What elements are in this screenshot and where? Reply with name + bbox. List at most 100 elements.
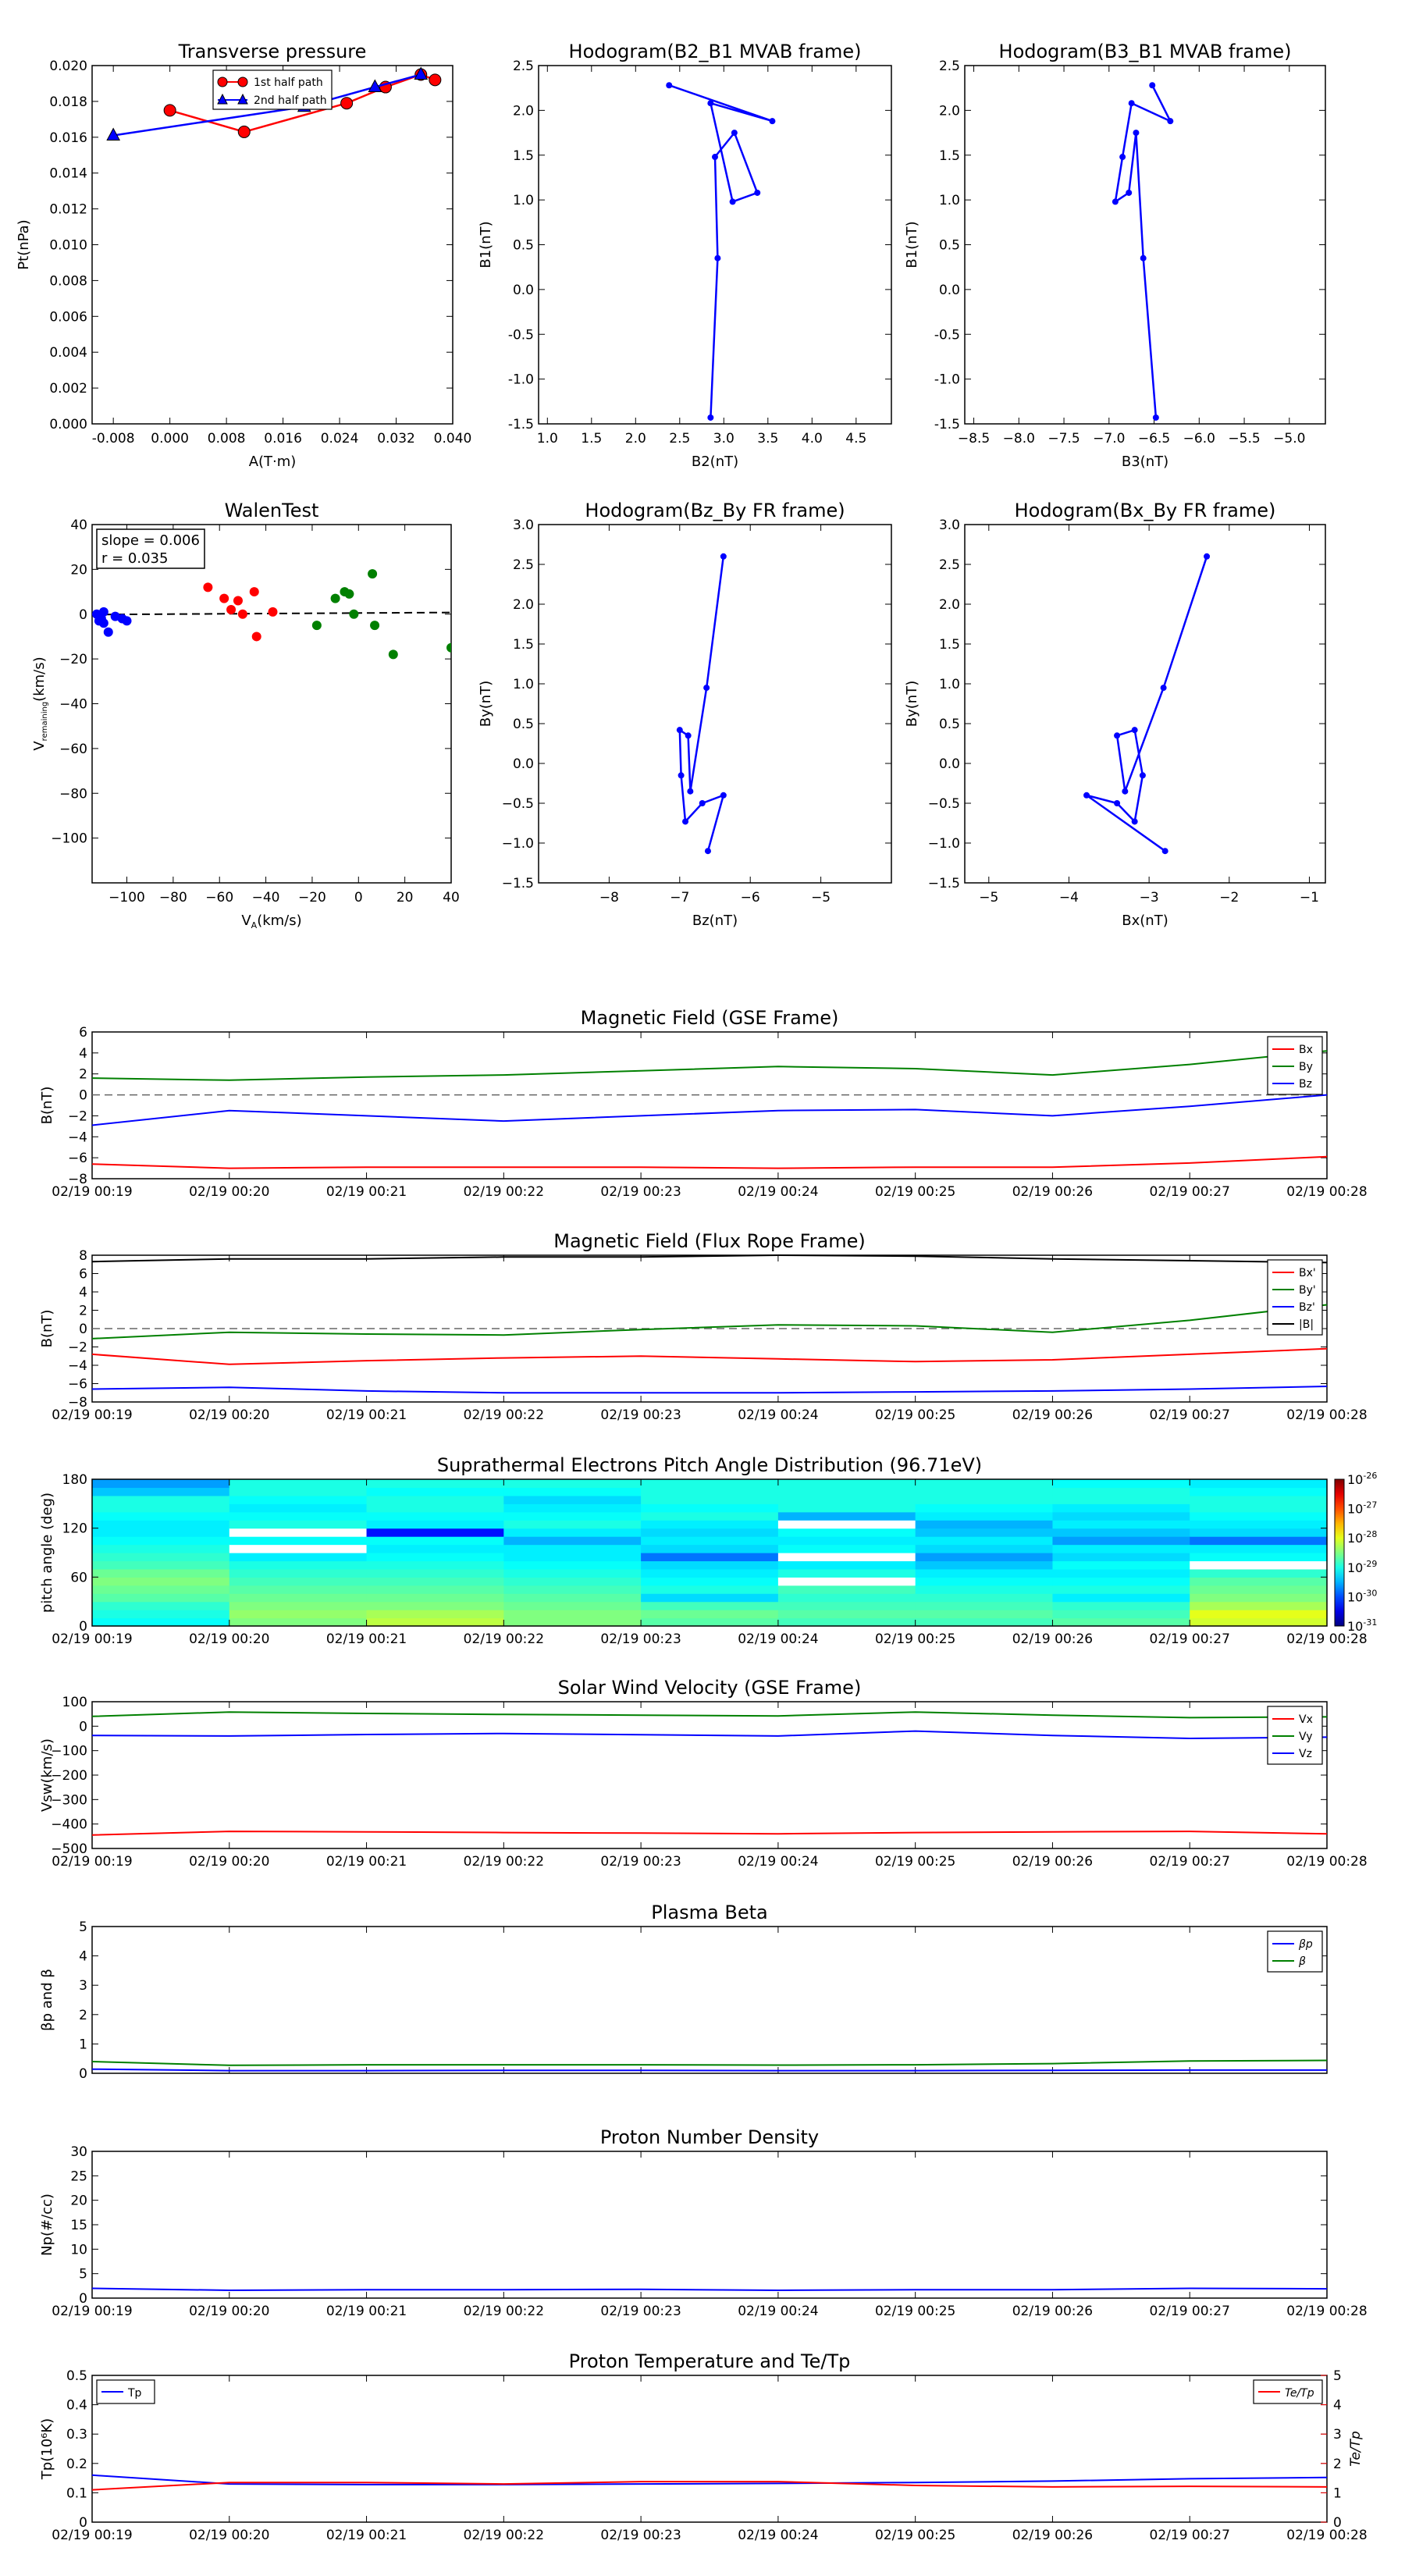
legend-box [212,69,333,110]
heatmap-cell [92,1568,230,1578]
data-point [1128,100,1135,107]
y-axis-label: Tp(10⁶K) [39,2418,55,2480]
data-point [731,130,738,137]
x-tick-label: 02/19 00:28 [1286,2528,1367,2543]
y-tick-label: 0.5 [66,2368,87,2384]
heatmap-cell [1052,1528,1190,1537]
legend-marker [237,93,248,105]
x-axis-label: Bx(nT) [1122,913,1168,929]
data-point [226,605,237,615]
legend-label: |B| [1299,1318,1314,1331]
heatmap-cell [229,1610,368,1619]
series-line [91,1050,1328,1081]
y-tick-label: -1.5 [934,417,960,432]
heatmap-cell [92,1560,230,1570]
heatmap-cell [503,1487,642,1496]
data-point [1167,118,1174,125]
y-axis-label-main: V [31,741,48,751]
heatmap-cell [1052,1617,1190,1627]
y-tick-label: 20 [70,2194,87,2209]
colorbar-label-base: 10 [1347,1531,1363,1546]
y-axis-label-unit: (km/s) [31,656,48,701]
heatmap-cell [1190,1577,1328,1586]
legend-label: Tp [127,2387,142,2400]
heatmap-cell [366,1511,504,1521]
hodogram-bx-by-chart: Hodogram(Bx_By FR frame) −1.5 −1.0 −0.5 0.0 0… [904,500,1326,929]
legend-label: Bx [1299,1044,1313,1056]
y-tick-label: 30 [70,2144,87,2160]
legend-label: By [1299,1061,1313,1073]
x-tick-label: 02/19 00:19 [52,1631,132,1647]
annotation-text: r = 0.035 [101,550,168,567]
heatmap-cell [503,1560,642,1570]
heatmap-cell [1052,1610,1190,1619]
heatmap-cell [366,1479,504,1489]
chart-title: Proton Number Density [600,2126,819,2148]
y-tick-label: 0.0 [939,756,960,772]
y-tick-label: −200 [51,1768,87,1784]
heatmap-cell [366,1520,504,1529]
data-point [707,414,714,421]
heatmap-cell [777,1577,916,1586]
heatmap-cell [229,1520,368,1529]
heatmap-cell [366,1536,504,1546]
x-tick-label: 0.040 [434,431,472,447]
data-point [1204,553,1211,560]
y-tick-label: -1.0 [508,372,534,388]
y-tick-label: 0 [79,1619,87,1635]
y-tick-label: 2.5 [939,557,960,573]
x-tick-label: −6.0 [1183,431,1215,447]
plot-frame [91,1926,1328,2074]
hodogram-b3-b1-chart: Hodogram(B3_B1 MVAB frame) -1.5 -1.0 -0.5 0.… [904,41,1326,470]
y-tick-label: −100 [51,831,87,847]
heatmap-cell [503,1479,642,1489]
colorbar-label: 10-30 [1347,1588,1377,1604]
y-tick-label: 1.5 [939,148,960,164]
data-point [340,97,354,110]
x-tick-label: 02/19 00:22 [464,2528,544,2543]
y-tick-label: −60 [59,742,87,757]
y-tick-label: 0 [79,1322,87,1337]
pitch-angle-distribution-chart: Suprathermal Electrons Pitch Angle Distr… [39,1454,1377,1647]
heatmap-cell [915,1544,1054,1553]
heatmap-cell [1052,1479,1190,1489]
heatmap-cell [503,1585,642,1594]
y-tick-label: 4 [1333,2398,1342,2414]
x-tick-label: −5 [979,890,998,906]
heatmap-cell [366,1617,504,1627]
y-tick-label: 1 [79,2037,87,2052]
x-tick-label: 02/19 00:23 [600,2304,681,2319]
data-point [370,621,380,631]
y-axis-label: Np(#/cc) [39,2194,55,2256]
y-tick-label: 0.020 [49,59,87,74]
heatmap-cell [1052,1503,1190,1513]
colorbar-label: 10-26 [1347,1471,1377,1487]
series-line [91,1254,1328,1264]
x-tick-label: 02/19 00:23 [600,1854,681,1870]
x-axis-label: Bz(nT) [692,913,738,929]
heatmap-cell [777,1520,916,1529]
x-tick-label: 02/19 00:19 [52,2304,132,2319]
heatmap-cell [777,1560,916,1570]
data-point [682,818,689,825]
heatmap-cell [777,1528,916,1537]
x-tick-label: 02/19 00:20 [189,1631,269,1647]
series-line [678,556,725,852]
x-tick-label: −7.5 [1048,431,1080,447]
y-tick-label: 0.008 [49,273,87,289]
x-tick-label: 02/19 00:20 [189,2528,269,2543]
x-tick-label: 20 [397,890,414,906]
walen-test-chart: WalenTest −100 −80 −60 −40 −20 0 20 40 −100 −80 −60… [31,500,460,930]
heatmap-cell [366,1593,504,1603]
x-axis-label: A(T·m) [249,454,297,470]
heatmap-cell [503,1511,642,1521]
y-tick-label: 0.006 [49,309,87,325]
heatmap-cell [641,1568,779,1578]
heatmap-cell [503,1503,642,1513]
chart-title: Hodogram(Bx_By FR frame) [1015,500,1276,521]
x-tick-label: 0.016 [264,431,302,447]
data-point [1161,848,1168,855]
heatmap-cell [1052,1536,1190,1546]
y-tick-label: 2.5 [513,557,534,573]
legend-label: Vz [1299,1748,1312,1760]
